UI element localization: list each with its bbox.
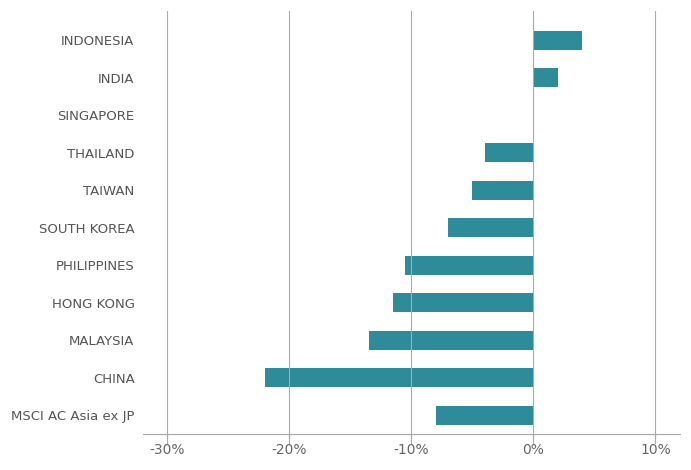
Bar [265,368,533,387]
Bar [406,256,533,274]
Bar [533,31,583,49]
Bar [393,293,533,312]
Bar [436,406,533,425]
Bar [484,143,533,162]
Bar [533,68,558,87]
Bar [448,219,533,237]
Bar [473,181,533,200]
Bar [369,331,533,350]
